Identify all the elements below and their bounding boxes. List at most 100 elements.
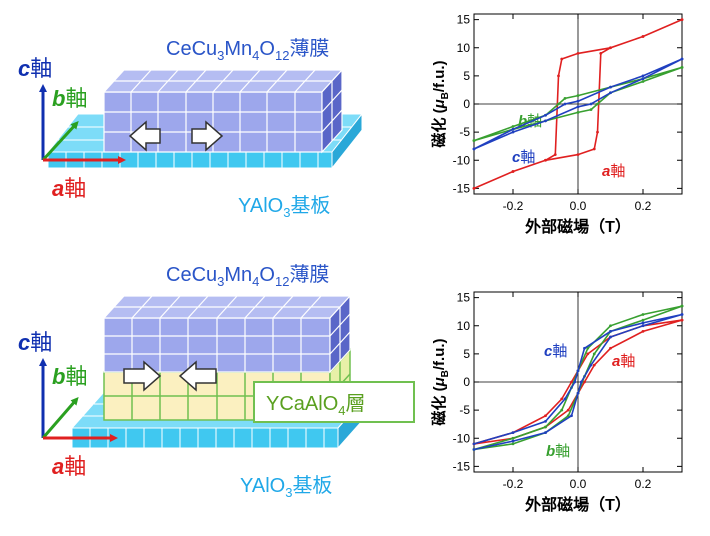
substrate-label-top: YAlO3基板 [238,194,330,220]
series-point-a [570,380,573,384]
series-point-c [680,57,684,61]
y-tick-label: -10 [453,153,471,167]
series-point-a [560,397,564,401]
c-axis-label-top: c軸 [18,56,52,81]
series-point-c [472,147,476,151]
a-axis-label-top: a軸 [52,176,86,201]
series-point-c [544,431,547,435]
series-point-c [576,105,580,109]
film-label-bottom: CeCu3Mn4O12薄膜 [166,263,329,289]
y-tick-label: -15 [453,459,471,473]
b-axis-arrow-bottom [41,396,79,439]
b-axis-label-bottom: b軸 [52,364,87,389]
series-point-c [511,431,515,435]
series-point-b [589,108,593,112]
series-point-c [583,346,586,350]
series-point-b [511,442,515,446]
series-point-b [596,102,599,106]
series-point-c [641,74,645,78]
y-axis-label: 磁化 (μB/f.u.) [430,338,451,425]
series-point-c [472,448,476,451]
film-label-top: CeCu3Mn4O12薄膜 [166,37,329,63]
series-point-c [511,127,515,131]
series-point-c [563,102,567,106]
series-point-a [472,186,476,190]
series-point-c [579,380,583,384]
series-point-c [589,363,593,367]
series-point-b [566,414,570,418]
series-point-b [511,125,515,128]
y-tick-label: -5 [459,403,470,417]
y-tick-label: 10 [457,319,471,333]
series-point-c [641,324,645,328]
series-point-b [592,352,596,356]
series-point-a [609,346,612,350]
series-label-c: c軸 [512,149,535,166]
series-point-a [586,352,590,356]
y-tick-label: 15 [457,13,471,27]
series-point-b [641,318,645,322]
series-point-a [566,408,570,412]
series-point-a [560,57,564,61]
series-point-c [511,130,515,134]
series-label-c: c軸 [544,343,567,360]
x-axis-label: 外部磁場（T） [524,495,631,514]
y-tick-label: 5 [463,347,470,361]
x-tick-label: 0.2 [635,477,652,491]
x-tick-label: 0.2 [635,199,652,213]
series-label-a: a軸 [612,353,635,370]
series-point-c [544,113,547,117]
series-point-c [573,380,577,384]
film-block-bottom [102,294,352,374]
series-point-c [641,77,645,81]
series-point-a [592,147,596,151]
diagram-bottom: YCaAlO4層 c軸 b軸 a軸 CeCu3Mn4O12薄膜 YAlO3基板 [18,263,415,500]
a-axis-label-bottom: a軸 [52,454,86,479]
series-point-c [544,119,547,123]
x-tick-label: 0.0 [570,477,587,491]
series-point-b [576,94,580,97]
series-point-a [511,170,515,173]
series-point-c [680,313,684,316]
series-point-a [680,318,684,322]
b-axis-arrow-top [41,121,79,162]
series-label-b: b軸 [546,443,570,460]
strain-arrow-right-top [191,120,224,152]
series-point-b [544,425,547,429]
series-point-b [576,111,580,114]
series-point-b [641,313,645,316]
series-point-a [576,51,580,55]
y-axis-label: 磁化 (μB/f.u.) [430,60,451,147]
series-point-b [609,324,612,328]
series-point-a [553,153,557,157]
series-point-a [609,46,612,50]
series-point-a [680,18,684,22]
series-point-a [544,158,547,162]
series-point-c [576,391,580,395]
series-point-c [609,85,612,89]
series-point-c [609,91,612,95]
y-tick-label: 15 [457,291,471,305]
series-label-a: a軸 [602,163,625,180]
x-tick-label: 0.0 [570,199,587,213]
series-point-b [511,436,515,440]
series-point-c [609,329,612,333]
series-point-c [544,419,547,423]
series-point-a [592,363,596,367]
x-tick-label: -0.2 [503,477,524,491]
b-axis-label-top: b軸 [52,86,87,111]
series-point-b [560,408,564,412]
substrate-label-bottom: YAlO3基板 [240,474,332,500]
series-point-c [472,442,476,446]
series-point-c [576,99,580,103]
series-point-a [583,380,586,384]
series-point-a [641,35,645,38]
series-point-c [609,335,612,339]
series-point-b [680,304,684,308]
series-point-a [599,51,603,55]
strain-arrow-left-top [128,120,161,152]
x-axis-label: 外部磁場（T） [524,217,631,236]
series-point-b [472,139,476,142]
